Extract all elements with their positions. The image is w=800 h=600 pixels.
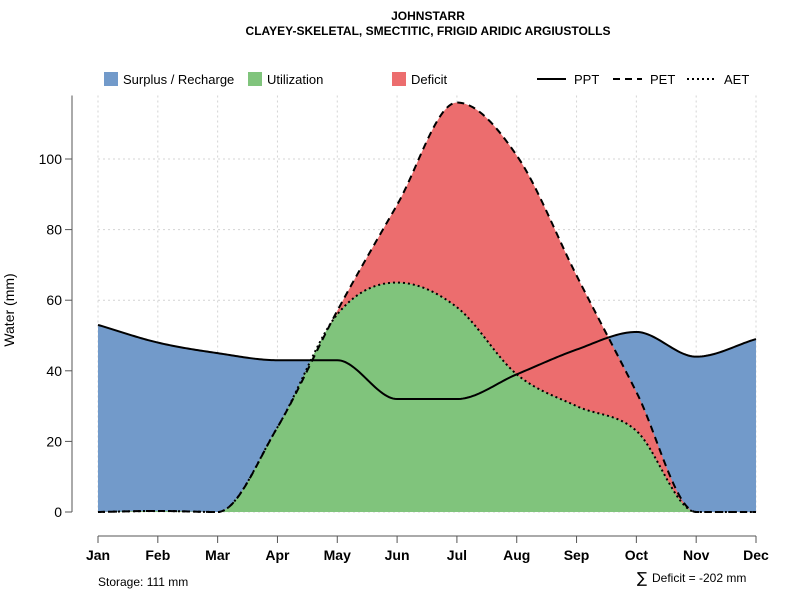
x-tick-label: Feb [145,547,170,563]
y-axis-label: Water (mm) [1,273,17,346]
legend-swatch-utilization [248,72,262,86]
legend-label-utilization: Utilization [267,72,323,87]
x-tick-label: Dec [743,547,769,563]
legend-label-surplus: Surplus / Recharge [123,72,234,87]
y-tick-label: 20 [46,433,62,449]
series-line-ppt [97,323,757,401]
y-tick-label: 60 [46,292,62,308]
legend-swatch-surplus [104,72,118,86]
legend-label-aet: AET [724,72,749,87]
legend-swatch-deficit [392,72,406,86]
storage-note: Storage: 111 mm [98,575,188,589]
chart-title: JOHNSTARR [391,9,465,23]
y-tick-label: 100 [39,151,63,167]
y-tick-label: 40 [46,363,62,379]
y-tick-label: 80 [46,222,62,238]
sum-symbol: ∑ [637,569,647,587]
x-tick-label: Jun [385,547,410,563]
x-tick-label: May [324,547,351,563]
legend-label-ppt: PPT [574,72,599,87]
x-tick-label: Jul [447,547,467,563]
x-tick-label: Aug [503,547,530,563]
x-tick-label: Oct [625,547,649,563]
legend-label-pet: PET [650,72,675,87]
legend-label-deficit: Deficit [411,72,448,87]
x-tick-label: Mar [205,547,230,563]
x-tick-label: Nov [683,547,710,563]
x-tick-label: Jan [86,547,110,563]
x-tick-label: Sep [564,547,590,563]
axes: 0 20 40 60 80 100 Jan Feb Mar Apr May Jun Jul Aug Sep O… [39,95,769,563]
x-tick-label: Apr [265,547,290,563]
area-fills [98,102,756,513]
legend: Surplus / Recharge Utilization Deficit P… [104,72,749,87]
chart-subtitle: CLAYEY-SKELETAL, SMECTITIC, FRIGID ARIDI… [246,24,611,38]
series-line-pet [97,101,756,513]
series-lines [97,101,757,513]
deficit-note: Deficit = -202 mm [652,571,746,585]
y-tick-label: 0 [54,504,62,520]
